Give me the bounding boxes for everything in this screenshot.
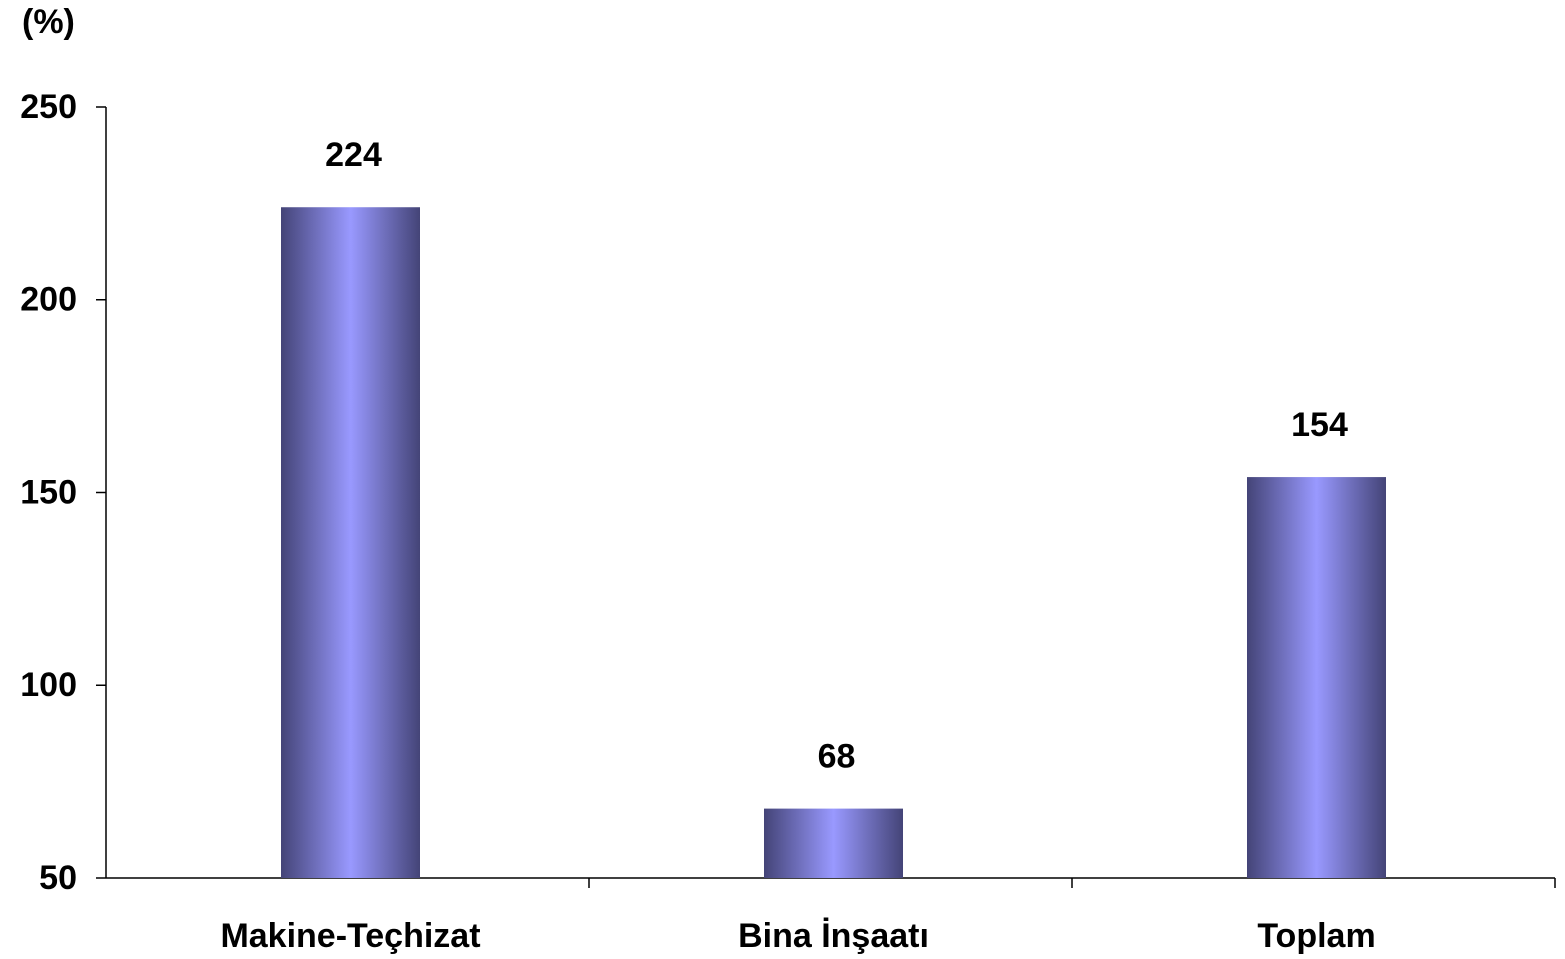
- y-tick-label: 150: [20, 473, 77, 511]
- y-tick-label: 250: [20, 88, 77, 126]
- bar: [764, 808, 903, 878]
- bar: [1247, 477, 1386, 878]
- x-tick-label: Toplam: [1257, 917, 1375, 955]
- y-tick-label: 200: [20, 281, 77, 319]
- y-tick-label: 50: [39, 859, 77, 897]
- x-tick-label: Makine-Teçhizat: [220, 917, 480, 955]
- x-tick-label: Bina İnşaatı: [738, 917, 929, 955]
- data-label: 68: [818, 738, 856, 776]
- y-axis-label: (%): [22, 3, 75, 41]
- data-label: 224: [325, 136, 382, 174]
- bar: [281, 207, 420, 879]
- data-label: 154: [1291, 406, 1348, 444]
- y-tick-label: 100: [20, 666, 77, 704]
